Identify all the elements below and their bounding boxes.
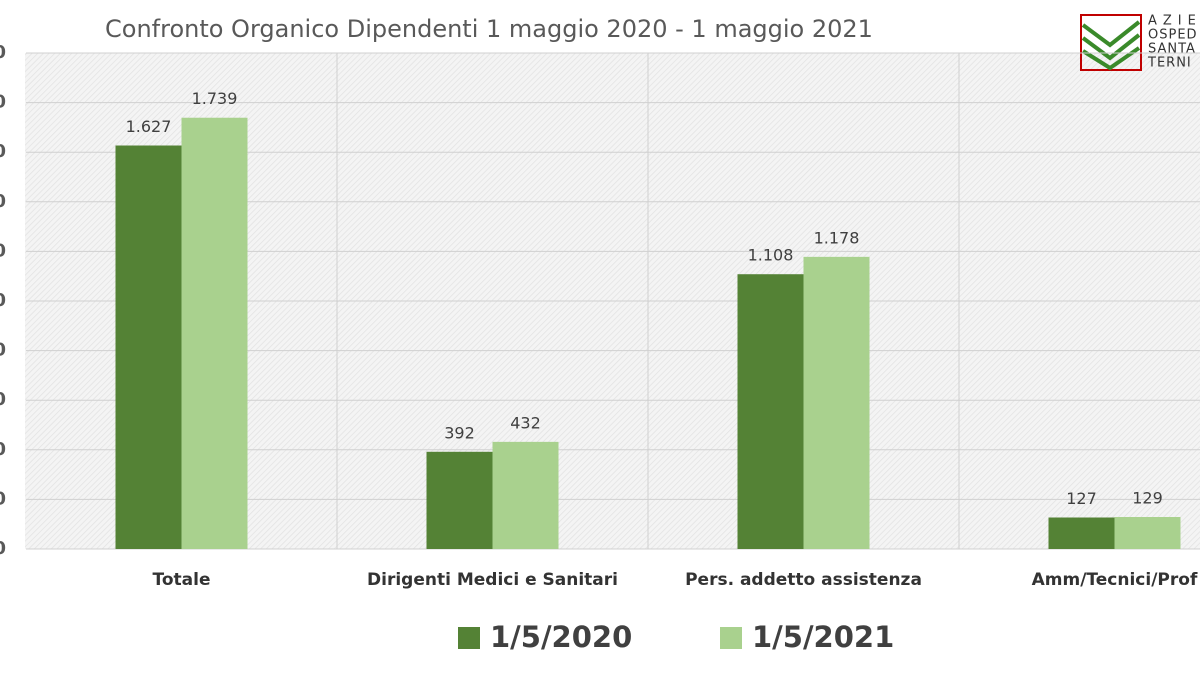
bar: [492, 441, 559, 549]
logo-text: SANTA: [1148, 42, 1196, 57]
bar: [181, 117, 248, 549]
legend-swatch: [720, 627, 742, 649]
bar: [737, 274, 804, 549]
data-label: 392: [444, 423, 475, 442]
y-tick-label: 1800: [0, 92, 6, 113]
y-tick-label: 800: [0, 340, 6, 361]
bar: [803, 256, 870, 549]
bar: [1048, 517, 1115, 549]
chart-title: Confronto Organico Dipendenti 1 maggio 2…: [105, 15, 873, 43]
data-label: 1.739: [192, 89, 238, 108]
bar: [115, 145, 182, 549]
data-label: 1.627: [126, 117, 172, 136]
logo-text: TERNI: [1147, 56, 1192, 71]
logo: [1080, 14, 1142, 71]
y-tick-label: 1400: [0, 191, 6, 212]
y-tick-label: 600: [0, 389, 6, 410]
data-label: 432: [510, 413, 541, 432]
bar: [1114, 517, 1181, 549]
data-label: 129: [1132, 489, 1163, 508]
y-tick-label: 1000: [0, 290, 6, 311]
x-tick-label: Totale: [153, 570, 211, 590]
data-label: 1.178: [814, 228, 860, 247]
bar: [426, 451, 493, 549]
x-tick-label: Pers. addetto assistenza: [685, 570, 922, 590]
legend-swatch: [458, 627, 480, 649]
logo-mark: [1081, 20, 1141, 71]
logo-text: OSPED: [1148, 28, 1198, 43]
data-label: 127: [1066, 489, 1097, 508]
y-tick-label: 400: [0, 439, 6, 460]
y-tick-label: 2000: [0, 42, 6, 63]
logo-frame: [1080, 14, 1142, 71]
x-tick-label: Amm/Tecnici/Prof: [1032, 570, 1198, 590]
x-tick-label: Dirigenti Medici e Sanitari: [367, 570, 618, 590]
legend-label: 1/5/2020: [490, 620, 632, 654]
legend-label: 1/5/2021: [752, 620, 894, 654]
y-tick-label: 1600: [0, 141, 6, 162]
y-tick-label: 1200: [0, 240, 6, 261]
y-tick-label: 0: [0, 538, 6, 559]
logo-text: AZIE: [1148, 14, 1200, 29]
data-label: 1.108: [748, 246, 794, 265]
y-tick-label: 200: [0, 488, 6, 509]
